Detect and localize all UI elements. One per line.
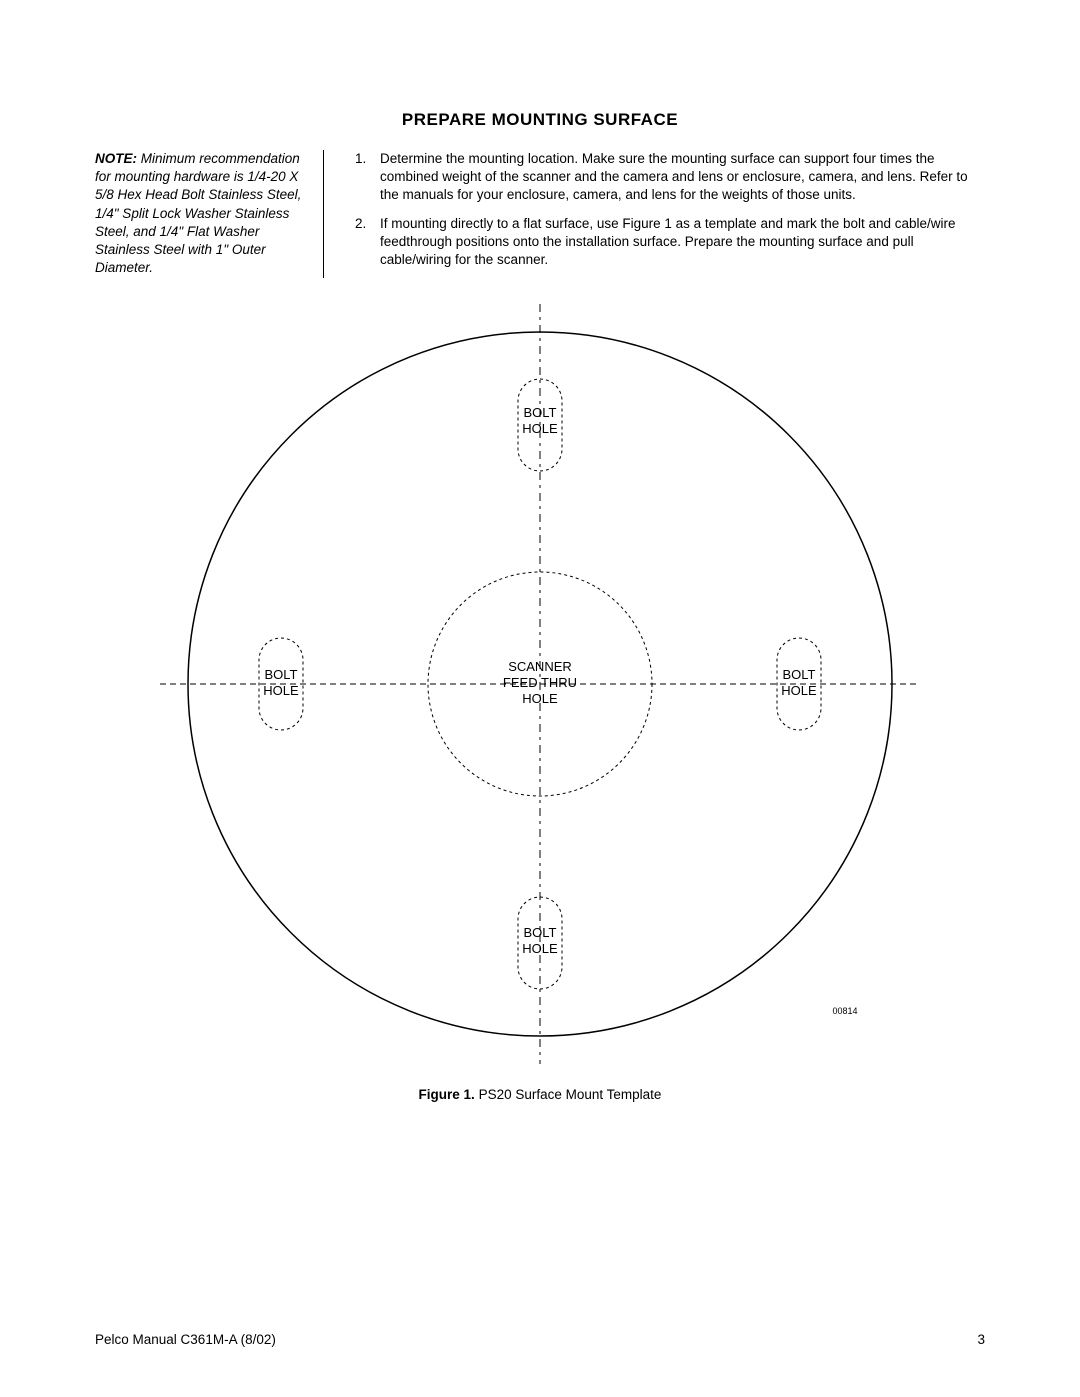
page-footer: Pelco Manual C361M-A (8/02) 3	[95, 1332, 985, 1347]
label-center-2: FEED THRU	[503, 675, 577, 690]
figure-text: PS20 Surface Mount Template	[479, 1087, 662, 1102]
note-text: Minimum recommendation for mounting hard…	[95, 151, 301, 275]
note-block: NOTE: Minimum recommendation for mountin…	[95, 150, 305, 278]
label-bolt-left-1: BOLT	[265, 667, 298, 682]
label-bolt-left-2: HOLE	[263, 683, 299, 698]
label-bolt-top-1: BOLT	[524, 405, 557, 420]
mount-template-diagram: BOLT HOLE BOLT HOLE BOLT HOLE BOLT HOLE …	[145, 299, 935, 1069]
column-divider	[323, 150, 324, 278]
figure-caption: Figure 1. PS20 Surface Mount Template	[95, 1087, 985, 1102]
note-label: NOTE:	[95, 151, 137, 166]
step-item: If mounting directly to a flat surface, …	[370, 215, 985, 270]
steps-list: Determine the mounting location. Make su…	[342, 150, 985, 269]
diagram-container: BOLT HOLE BOLT HOLE BOLT HOLE BOLT HOLE …	[95, 299, 985, 1069]
label-bolt-right-2: HOLE	[781, 683, 817, 698]
section-heading: PREPARE MOUNTING SURFACE	[95, 110, 985, 130]
footer-right: 3	[977, 1332, 985, 1347]
page: PREPARE MOUNTING SURFACE NOTE: Minimum r…	[0, 0, 1080, 1397]
label-bolt-top-2: HOLE	[522, 421, 558, 436]
diagram-id-number: 00814	[832, 1006, 857, 1016]
label-center-3: HOLE	[522, 691, 558, 706]
figure-label: Figure 1.	[419, 1087, 475, 1102]
steps-block: Determine the mounting location. Make su…	[342, 150, 985, 279]
label-center-1: SCANNER	[508, 659, 572, 674]
label-bolt-bottom-1: BOLT	[524, 925, 557, 940]
footer-left: Pelco Manual C361M-A (8/02)	[95, 1332, 276, 1347]
step-item: Determine the mounting location. Make su…	[370, 150, 985, 205]
intro-columns: NOTE: Minimum recommendation for mountin…	[95, 150, 985, 279]
label-bolt-bottom-2: HOLE	[522, 941, 558, 956]
label-bolt-right-1: BOLT	[783, 667, 816, 682]
